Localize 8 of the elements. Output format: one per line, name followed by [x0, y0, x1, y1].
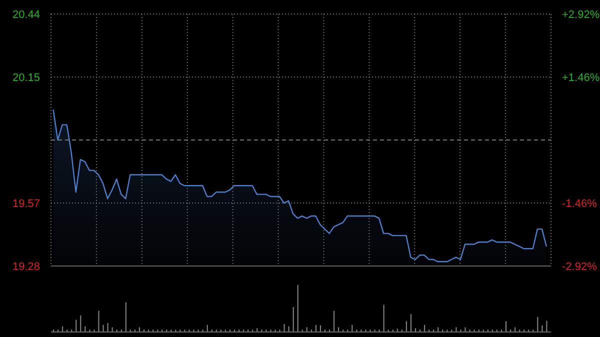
y2-tick-label: -2.92% — [562, 261, 598, 273]
y-tick-label: 19.57 — [12, 198, 40, 210]
y-tick-label: 19.28 — [12, 261, 40, 273]
y2-tick-label: +1.46% — [562, 72, 600, 84]
y-tick-label: 20.15 — [12, 72, 40, 84]
y-tick-label: 20.44 — [12, 9, 40, 21]
y2-tick-label: -1.46% — [562, 198, 598, 210]
y2-tick-label: +2.92% — [562, 9, 600, 21]
